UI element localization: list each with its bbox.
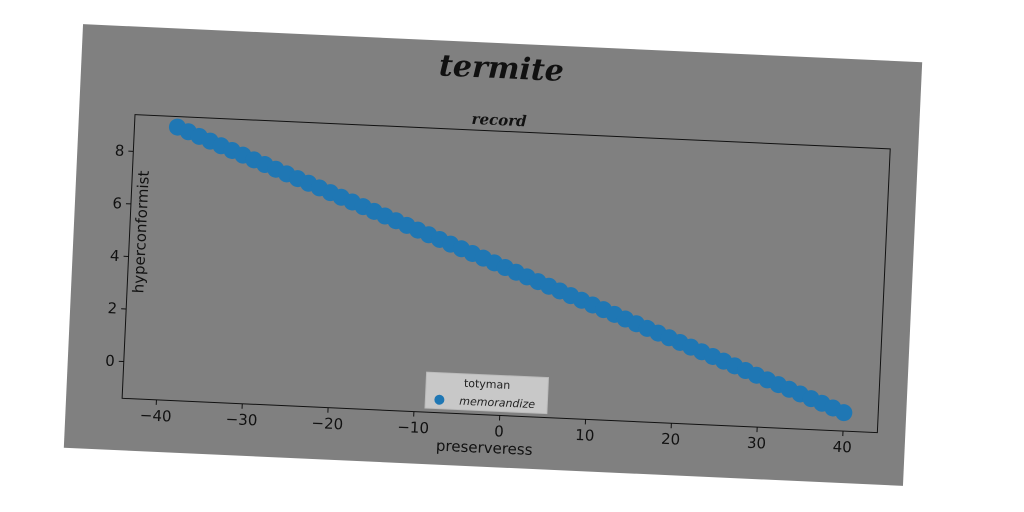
x-tick-label: 20 [661, 430, 681, 449]
y-tick-label: 6 [112, 194, 122, 212]
legend-box [424, 371, 550, 415]
y-tick-label: 8 [114, 142, 124, 160]
legend-title: totyman [464, 377, 511, 392]
x-tick-label: 30 [747, 434, 767, 453]
x-tick-label: −20 [311, 414, 343, 433]
x-tick-label: 10 [575, 426, 595, 445]
x-tick-label: −10 [397, 418, 429, 437]
x-tick-label: −30 [225, 410, 257, 429]
data-point [835, 404, 853, 422]
x-tick-label: −40 [139, 406, 171, 425]
y-tick-label: 4 [110, 247, 120, 265]
legend-label: memorandize [459, 395, 535, 411]
x-tick-label: 40 [832, 438, 852, 457]
legend-marker [434, 394, 445, 405]
y-tick-label: 2 [107, 299, 117, 317]
y-tick-label: 0 [105, 352, 115, 370]
chart-panel: termite record hyperconformist preserver… [63, 24, 923, 486]
plot-svg: −40 −30 −20 −10 0 10 20 30 40 0 2 4 6 8 totyman memoran… [105, 114, 891, 457]
x-tick-label: 0 [494, 422, 504, 440]
